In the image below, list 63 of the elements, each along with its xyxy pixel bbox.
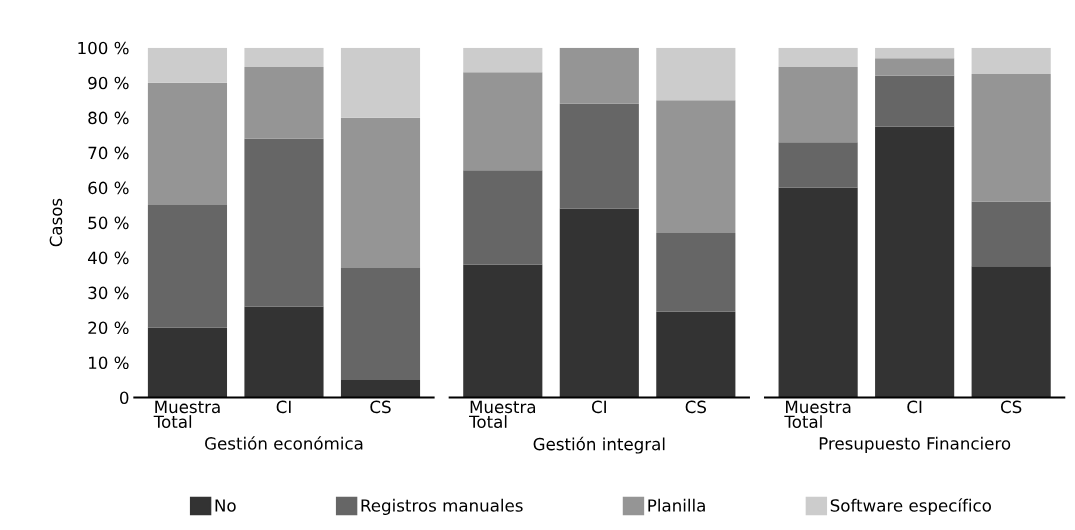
bar: [971, 201, 1051, 267]
x-tick-label: CS: [685, 400, 707, 414]
y-tick-label: 10 %: [89, 356, 129, 370]
x-tick-label: Muestra Total: [469, 400, 536, 429]
bar: [463, 264, 543, 398]
legend-label: Registros manuales: [361, 498, 523, 515]
x-tick-label: CI: [907, 400, 922, 414]
y-tick-label: 100 %: [78, 41, 129, 55]
y-tick-label: 90 %: [88, 76, 129, 90]
x-tick-label: CS: [370, 400, 391, 414]
y-axis-title: Casos: [49, 198, 63, 247]
bar: [971, 266, 1051, 398]
bar: [656, 47, 736, 101]
bar: [463, 170, 543, 265]
bar: [244, 47, 324, 67]
bar: [971, 73, 1051, 202]
y-tick-label: 0: [120, 391, 129, 405]
bar: [147, 82, 228, 206]
y-tick-label: 80 %: [88, 111, 129, 125]
bar: [875, 126, 955, 398]
y-tick-label: 20 %: [88, 321, 129, 335]
bar: [875, 58, 955, 76]
bar: [244, 306, 324, 398]
bar: [971, 47, 1051, 74]
x-axis-title: Gestión integral: [533, 436, 665, 454]
bar: [778, 66, 858, 143]
bar: [875, 47, 955, 59]
y-tick-label: 30 %: [88, 286, 129, 300]
bar: [656, 311, 736, 398]
bar: [463, 47, 543, 73]
bar: [875, 75, 955, 127]
bar: [656, 100, 736, 234]
bar: [656, 233, 736, 312]
bar: [340, 117, 421, 269]
bar: [147, 205, 228, 328]
bar: [147, 47, 228, 83]
y-tick-label: 40 %: [87, 251, 129, 265]
bar: [559, 208, 639, 398]
bar: [147, 327, 228, 398]
bar: [244, 66, 324, 139]
x-tick-label: CI: [276, 400, 291, 414]
x-tick-label: CI: [591, 400, 606, 414]
bar: [340, 47, 421, 118]
x-axis-title: Gestión económica: [205, 436, 363, 450]
bar: [463, 72, 543, 171]
bar: [559, 47, 639, 104]
bar: [559, 103, 639, 209]
bar: [340, 268, 421, 381]
x-tick-label: Muestra Total: [153, 400, 220, 429]
legend-label: Software específico: [830, 498, 991, 515]
bar: [778, 47, 858, 67]
x-axis-title: Presupuesto Financiero: [819, 436, 1011, 453]
bar: [778, 187, 858, 398]
y-tick-label: 60 %: [88, 181, 129, 195]
x-tick-label: CS: [1000, 400, 1022, 414]
bar: [778, 142, 858, 188]
legend-label: Planilla: [648, 498, 705, 512]
bar: [340, 380, 421, 398]
bar: [244, 138, 324, 307]
y-tick-label: 50 %: [88, 216, 129, 230]
y-tick-label: 70 %: [88, 146, 129, 160]
legend-label: No: [215, 499, 236, 512]
x-tick-label: Muestra Total: [784, 400, 851, 429]
